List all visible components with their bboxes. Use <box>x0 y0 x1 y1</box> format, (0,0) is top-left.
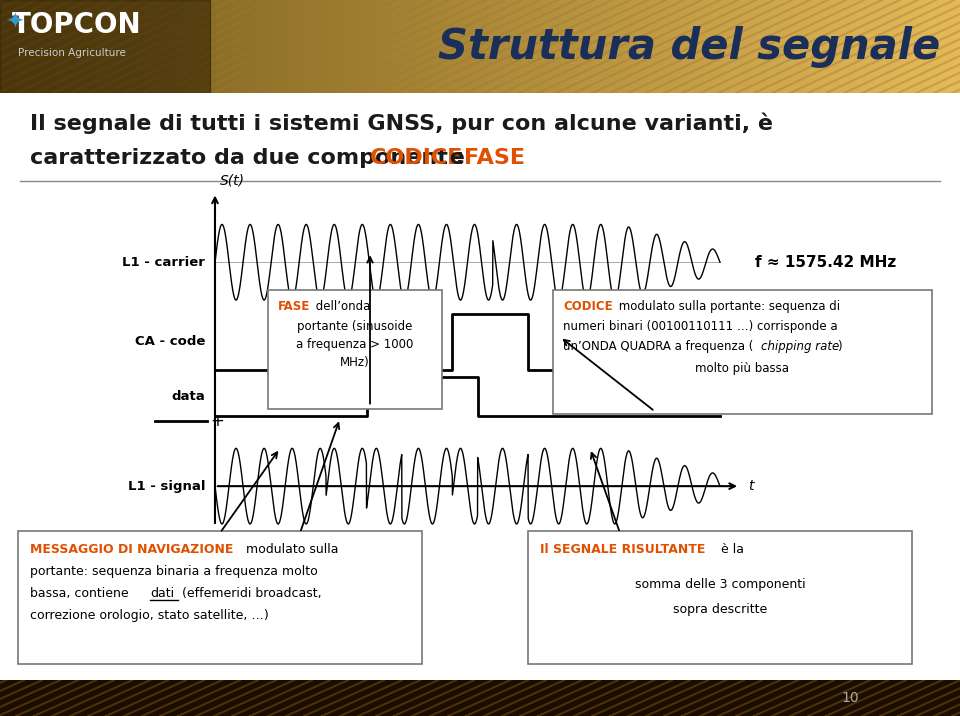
Text: bassa, contiene: bassa, contiene <box>30 586 132 600</box>
Text: chipping rate: chipping rate <box>761 340 839 353</box>
Text: Il SEGNALE RISULTANTE: Il SEGNALE RISULTANTE <box>540 543 706 556</box>
Text: e: e <box>442 147 472 168</box>
Text: L1 - signal: L1 - signal <box>128 480 205 493</box>
Text: a frequenza > 1000: a frequenza > 1000 <box>297 338 414 351</box>
Text: f = 50 Hz: f = 50 Hz <box>755 389 833 404</box>
FancyBboxPatch shape <box>553 290 932 414</box>
Text: FASE: FASE <box>278 300 310 313</box>
Text: portante: sequenza binaria a frequenza molto: portante: sequenza binaria a frequenza m… <box>30 565 318 578</box>
Text: CODICE: CODICE <box>370 147 464 168</box>
Text: caratterizzato da due componenti:: caratterizzato da due componenti: <box>30 147 472 168</box>
Text: ): ) <box>837 340 842 353</box>
Text: molto più bassa: molto più bassa <box>695 362 789 374</box>
Text: CA - code: CA - code <box>134 335 205 349</box>
Text: un’ONDA QUADRA a frequenza (: un’ONDA QUADRA a frequenza ( <box>563 340 754 353</box>
FancyBboxPatch shape <box>268 290 442 409</box>
Text: correzione orologio, stato satellite, …): correzione orologio, stato satellite, …) <box>30 609 269 621</box>
Text: 10: 10 <box>841 691 859 705</box>
Text: Il segnale di tutti i sistemi GNSS, pur con alcune varianti, è: Il segnale di tutti i sistemi GNSS, pur … <box>30 113 773 135</box>
Text: modulato sulla portante: sequenza di: modulato sulla portante: sequenza di <box>615 300 840 313</box>
Text: MHz): MHz) <box>340 356 370 369</box>
Text: t: t <box>748 479 754 493</box>
Text: f ≈ 1575.42 MHz: f ≈ 1575.42 MHz <box>755 255 897 270</box>
Text: data: data <box>171 390 205 403</box>
FancyBboxPatch shape <box>528 531 912 664</box>
Text: modulato sulla: modulato sulla <box>242 543 339 556</box>
Text: L1 - carrier: L1 - carrier <box>122 256 205 268</box>
Text: TOPCON: TOPCON <box>12 11 142 39</box>
Text: dell’onda: dell’onda <box>312 300 371 313</box>
FancyBboxPatch shape <box>18 531 422 664</box>
Text: Precision Agriculture: Precision Agriculture <box>18 48 126 58</box>
Text: ✦: ✦ <box>5 13 24 33</box>
Text: è la: è la <box>717 543 744 556</box>
Text: (effemeridi broadcast,: (effemeridi broadcast, <box>178 586 322 600</box>
Text: S(t): S(t) <box>220 173 245 188</box>
Text: FASE: FASE <box>464 147 525 168</box>
Text: Struttura del segnale: Struttura del segnale <box>438 26 940 68</box>
Text: portante (sinusoide: portante (sinusoide <box>298 320 413 333</box>
Text: sopra descritte: sopra descritte <box>673 603 767 616</box>
Text: somma delle 3 componenti: somma delle 3 componenti <box>635 578 805 591</box>
Text: numeri binari (00100110111 …) corrisponde a: numeri binari (00100110111 …) corrispond… <box>563 320 838 333</box>
Text: CODICE: CODICE <box>563 300 612 313</box>
Text: +: + <box>210 412 224 430</box>
Bar <box>0 0 210 93</box>
Text: dati: dati <box>150 586 174 600</box>
Text: MESSAGGIO DI NAVIGAZIONE: MESSAGGIO DI NAVIGAZIONE <box>30 543 233 556</box>
Text: f ≈ 1.023 MHz: f ≈ 1.023 MHz <box>755 334 875 349</box>
